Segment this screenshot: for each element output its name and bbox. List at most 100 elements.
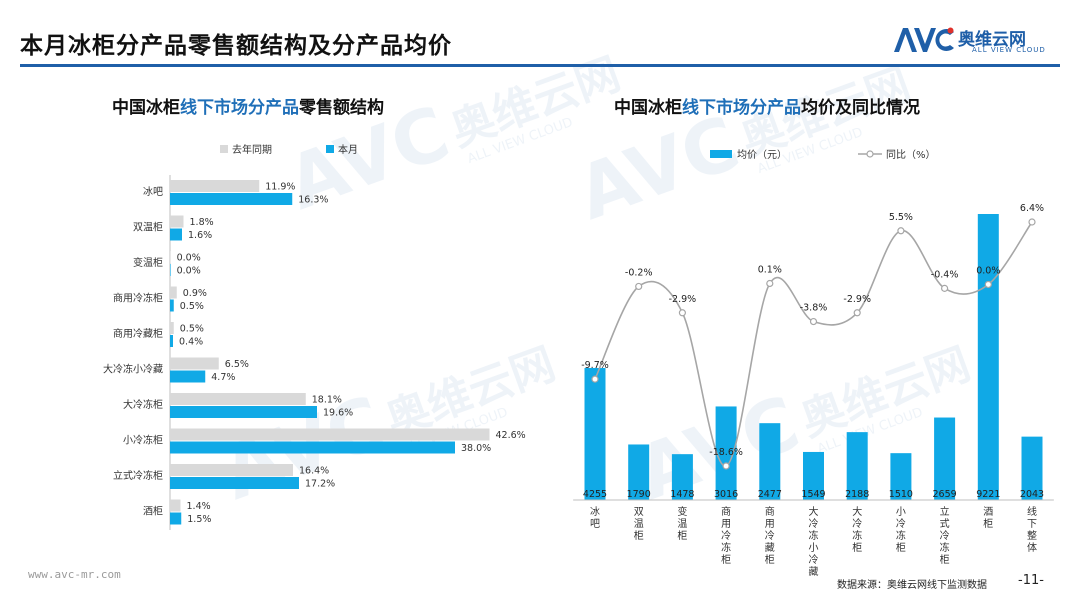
category-label: 商用冷冻柜 <box>721 505 731 566</box>
category-label: 大冷冻柜 <box>852 505 862 554</box>
bar-avg-price <box>846 432 868 500</box>
data-label-current: 4.7% <box>211 372 235 383</box>
data-label-current: 1.6% <box>188 230 212 241</box>
bar-current <box>170 193 293 205</box>
data-label-avg-price: 1478 <box>670 489 694 500</box>
yoy-line <box>594 221 1033 467</box>
bar-last-year <box>170 251 171 263</box>
data-label-current: 0.0% <box>177 266 201 277</box>
data-label-yoy: -3.8% <box>800 303 828 314</box>
right-title-suffix: 均价及同比情况 <box>801 98 920 118</box>
yoy-point <box>853 309 861 317</box>
bar-avg-price <box>715 406 737 500</box>
data-label-yoy: 0.1% <box>758 264 782 275</box>
right-title-prefix: 中国冰柜 <box>614 98 682 118</box>
category-label: 小冷冻柜 <box>896 506 906 554</box>
data-label-last-year: 6.5% <box>225 359 249 370</box>
left-title-prefix: 中国冰柜 <box>112 98 180 118</box>
data-label-current: 19.6% <box>323 408 353 419</box>
bar-avg-price <box>628 444 650 500</box>
bar-avg-price <box>1021 436 1043 500</box>
category-label: 双温柜 <box>133 221 163 234</box>
category-label: 双温柜 <box>634 506 644 542</box>
data-label-yoy: 5.5% <box>889 212 913 223</box>
category-label: 立式冷冻柜 <box>940 505 950 566</box>
category-label: 冰吧 <box>590 505 600 530</box>
data-label-avg-price: 9221 <box>976 489 1000 500</box>
data-label-current: 1.5% <box>187 514 211 525</box>
yoy-point <box>678 309 687 317</box>
data-label-current: 16.3% <box>298 195 328 206</box>
left-title-suffix: 零售额结构 <box>299 98 384 118</box>
data-source-note: 数据来源：奥维云网线下监测数据 <box>837 580 987 591</box>
data-label-avg-price: 4255 <box>583 489 607 500</box>
bar-avg-price <box>934 417 956 500</box>
legend-label-avg-price: 均价（元） <box>737 149 787 161</box>
data-label-current: 38.0% <box>461 443 491 454</box>
data-label-avg-price: 2188 <box>845 489 869 500</box>
yoy-point <box>722 462 730 470</box>
logo-en-text: ALL VIEW CLOUD <box>972 46 1046 54</box>
bar-last-year <box>170 286 177 299</box>
data-label-last-year: 42.6% <box>496 430 526 441</box>
header-divider <box>20 64 1060 67</box>
price-combo-chart: 均价（元） 同比（%） 4255 1790 1478 3016 2477 1549 2188 15… <box>573 149 1054 578</box>
yoy-point <box>897 227 905 235</box>
data-label-yoy: 6.4% <box>1020 203 1044 214</box>
data-label-last-year: 16.4% <box>299 466 329 477</box>
bar-last-year <box>170 499 181 512</box>
data-label-yoy: -2.9% <box>843 294 871 305</box>
data-label-avg-price: 1510 <box>889 489 913 500</box>
legend-swatch-avg-price <box>710 150 732 158</box>
data-label-last-year: 1.8% <box>190 217 214 228</box>
legend-marker-yoy <box>866 150 874 158</box>
bar-current <box>170 299 174 312</box>
data-label-last-year: 1.4% <box>187 501 211 512</box>
bar-last-year <box>170 357 219 370</box>
legend-swatch-last-year <box>220 145 228 153</box>
category-label: 小冷冻柜 <box>123 434 163 447</box>
category-label: 大冷冻小冷藏 <box>103 363 163 376</box>
right-title-highlight: 线下市场分产品 <box>682 98 801 118</box>
yoy-point <box>1028 218 1036 226</box>
yoy-point <box>635 282 643 291</box>
data-label-avg-price: 2477 <box>758 489 782 500</box>
data-label-yoy: -0.2% <box>625 267 653 278</box>
bar-last-year <box>170 428 490 441</box>
category-label: 酒柜 <box>143 505 163 518</box>
category-label: 线下整体 <box>1027 505 1037 554</box>
legend-label-yoy: 同比（%） <box>886 149 936 161</box>
legend-label-current: 本月 <box>338 143 358 156</box>
category-label: 大冷冻小冷藏 <box>809 505 819 578</box>
bar-current <box>170 512 182 525</box>
category-label: 冰吧 <box>143 185 163 198</box>
legend-label-last-year: 去年同期 <box>232 143 272 156</box>
left-title-highlight: 线下市场分产品 <box>180 98 299 118</box>
bar-current <box>170 406 317 418</box>
bar-last-year <box>170 322 174 334</box>
category-label: 商用冷藏柜 <box>113 327 163 340</box>
category-label: 变温柜 <box>677 505 687 542</box>
data-label-last-year: 11.9% <box>265 182 295 193</box>
avc-logo-mark-icon <box>894 27 954 52</box>
yoy-point <box>591 375 599 383</box>
bar-avg-price <box>584 368 606 500</box>
bar-avg-price <box>890 453 912 500</box>
data-label-avg-price: 2043 <box>1020 489 1044 500</box>
data-label-yoy: -0.4% <box>931 269 959 280</box>
right-chart-title: 中国冰柜线下市场分产品均价及同比情况 <box>614 93 920 118</box>
data-label-avg-price: 1790 <box>627 489 651 500</box>
yoy-point <box>766 279 774 288</box>
footer-url: www.avc-mr.com <box>28 568 121 581</box>
category-label: 立式冷冻柜 <box>113 469 163 482</box>
category-label: 商用冷藏柜 <box>765 505 775 566</box>
bar-current <box>170 370 206 383</box>
data-label-avg-price: 3016 <box>714 489 738 500</box>
bar-current <box>170 441 455 454</box>
category-label: 商用冷冻柜 <box>113 292 163 305</box>
bar-last-year <box>170 464 293 476</box>
bar-avg-price <box>803 451 824 500</box>
yoy-point <box>984 280 992 289</box>
category-label: 大冷冻柜 <box>123 398 163 411</box>
